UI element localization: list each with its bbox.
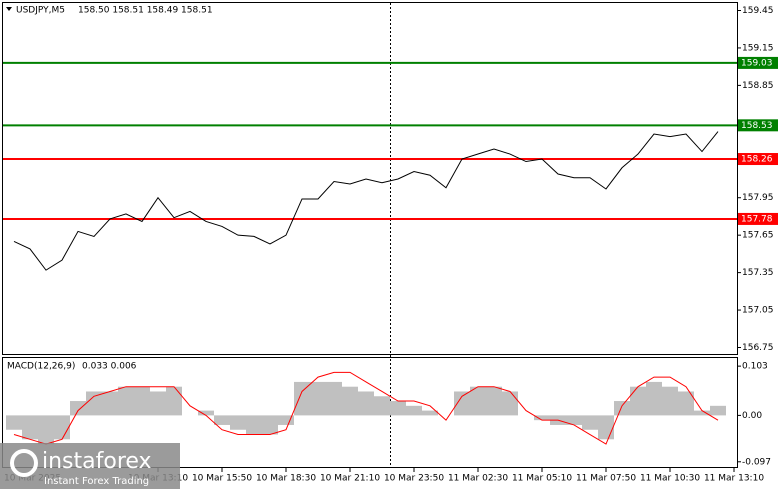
tagline: Instant Forex Trading bbox=[44, 476, 149, 487]
histogram-bar bbox=[694, 410, 710, 416]
histogram-bar bbox=[614, 401, 630, 416]
y-tick-label: 0.103 bbox=[742, 362, 768, 372]
macd-title: MACD(12,26,9) bbox=[7, 362, 75, 372]
histogram-bar bbox=[198, 410, 214, 416]
level-tag bbox=[738, 212, 778, 225]
histogram-bar bbox=[214, 415, 230, 425]
level-tag bbox=[738, 119, 778, 132]
histogram-bar bbox=[582, 415, 598, 430]
price-panel bbox=[2, 2, 738, 355]
histogram-bar bbox=[710, 405, 726, 416]
histogram-bar bbox=[326, 381, 342, 416]
histogram-bar bbox=[118, 386, 134, 416]
x-tick-label: 11 Mar 13:10 bbox=[704, 474, 764, 484]
y-tick-label: 157.65 bbox=[742, 231, 774, 241]
histogram-bar bbox=[566, 415, 582, 425]
macd-panel bbox=[2, 357, 738, 468]
macd-values: 0.033 0.006 bbox=[82, 362, 137, 372]
level-label: 157.78 bbox=[741, 214, 773, 224]
y-tick-label: 0.00 bbox=[742, 411, 762, 421]
histogram-bar bbox=[454, 391, 470, 416]
x-tick-label: 10 Mar 15:50 bbox=[192, 474, 252, 484]
histogram-bar bbox=[646, 381, 662, 416]
y-tick-label: 158.85 bbox=[742, 81, 774, 91]
histogram-bar bbox=[54, 415, 70, 440]
x-tick-label: 10 Mar 21:10 bbox=[320, 474, 380, 484]
y-tick-label: 159.45 bbox=[742, 6, 774, 16]
histogram-bar bbox=[310, 381, 326, 416]
y-tick-label: 157.05 bbox=[742, 306, 774, 316]
histogram-bar bbox=[534, 415, 550, 421]
x-tick-label: 10 Mar 23:50 bbox=[384, 474, 444, 484]
x-tick-label: 11 Mar 10:30 bbox=[640, 474, 700, 484]
level-label: 158.53 bbox=[741, 121, 773, 131]
histogram-bar bbox=[262, 415, 278, 435]
histogram-bar bbox=[422, 410, 438, 416]
histogram-bar bbox=[390, 401, 406, 416]
histogram-bar bbox=[166, 386, 182, 416]
signal-line bbox=[13, 371, 719, 445]
x-tick-label: 10 Mar 18:30 bbox=[256, 474, 316, 484]
x-tick-label: 11 Mar 02:30 bbox=[448, 474, 508, 484]
histogram-bar bbox=[134, 386, 150, 416]
level-tag bbox=[738, 56, 778, 69]
histogram-bar bbox=[294, 381, 310, 416]
histogram-bar bbox=[6, 415, 22, 430]
histogram-bar bbox=[406, 405, 422, 416]
watermark: instaforex Instant Forex Trading bbox=[0, 443, 180, 489]
histogram-bar bbox=[374, 396, 390, 416]
histogram-bar bbox=[102, 391, 118, 416]
x-tick-label: 11 Mar 07:50 bbox=[576, 474, 636, 484]
histogram-bar bbox=[230, 415, 246, 430]
brand: instaforex bbox=[42, 449, 152, 474]
histogram-bar bbox=[150, 391, 166, 416]
price-line bbox=[13, 131, 719, 271]
y-tick-label: 159.15 bbox=[742, 43, 774, 53]
y-tick-label: -0.097 bbox=[742, 457, 771, 467]
histogram-bar bbox=[470, 386, 486, 416]
histogram-bar bbox=[342, 386, 358, 416]
histogram-bar bbox=[246, 415, 262, 435]
y-tick-label: 157.95 bbox=[742, 193, 774, 203]
collapse-icon bbox=[6, 7, 12, 11]
logo-icon bbox=[10, 449, 38, 477]
histogram-bar bbox=[358, 391, 374, 416]
histogram-bar bbox=[630, 386, 646, 416]
y-tick-label: 156.75 bbox=[742, 343, 774, 353]
level-label: 159.03 bbox=[741, 58, 773, 68]
y-tick-label: 157.35 bbox=[742, 268, 774, 278]
histogram-bar bbox=[598, 415, 614, 440]
histogram-bar bbox=[38, 415, 54, 445]
histogram-bar bbox=[278, 415, 294, 425]
ohlc: 158.50 158.51 158.49 158.51 bbox=[78, 6, 213, 16]
histogram-bar bbox=[86, 391, 102, 416]
histogram-bar bbox=[502, 391, 518, 416]
histogram-bar bbox=[70, 401, 86, 416]
symbol: USDJPY,M5 bbox=[16, 6, 65, 16]
histogram-bar bbox=[678, 391, 694, 416]
histogram-bar bbox=[486, 386, 502, 416]
histogram-bar bbox=[662, 386, 678, 416]
histogram-bar bbox=[22, 415, 38, 440]
x-tick-label: 11 Mar 05:10 bbox=[512, 474, 572, 484]
level-tag bbox=[738, 153, 778, 166]
level-label: 158.26 bbox=[741, 155, 773, 165]
